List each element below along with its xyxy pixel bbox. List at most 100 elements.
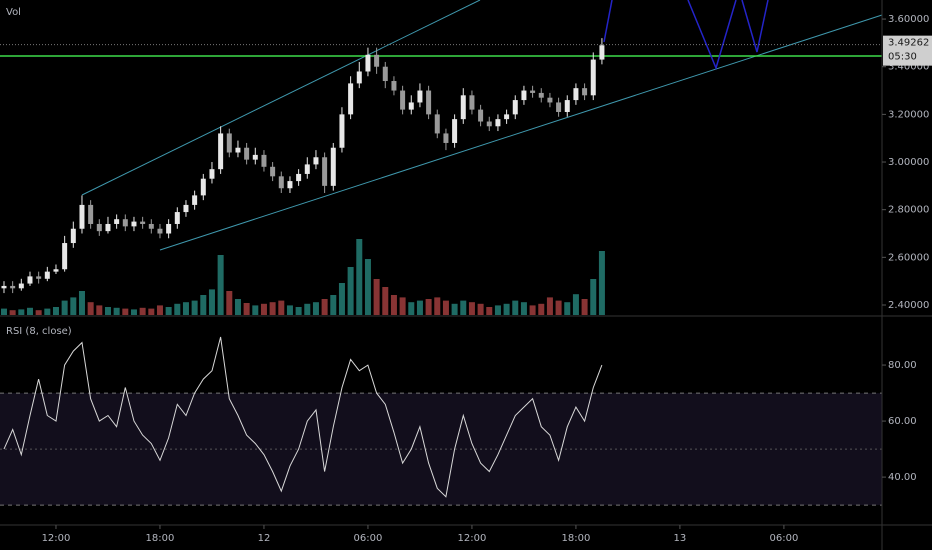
- candle-body: [70, 228, 76, 244]
- volume-bar: [122, 308, 129, 315]
- volume-bar: [555, 300, 562, 315]
- volume-bar: [148, 308, 155, 315]
- volume-bar: [61, 300, 68, 315]
- volume-bar: [590, 279, 597, 315]
- x-tick-label: 12:00: [42, 533, 71, 544]
- candle-body: [356, 71, 362, 84]
- candle-body: [495, 119, 501, 127]
- volume-bar: [226, 291, 233, 315]
- x-tick-label: 06:00: [769, 533, 798, 544]
- volume-bar: [191, 300, 198, 315]
- y-tick-label: 3.20000: [888, 109, 929, 120]
- candle-body: [530, 90, 536, 93]
- volume-bar: [295, 307, 302, 315]
- candle-body: [244, 147, 250, 160]
- candle-body: [478, 109, 484, 122]
- volume-bar: [434, 297, 441, 315]
- candle-body: [114, 219, 120, 224]
- y-tick-label: 2.60000: [888, 252, 929, 263]
- volume-bar: [442, 300, 449, 315]
- candle-body: [96, 223, 102, 232]
- volume-bar: [425, 299, 432, 315]
- volume-bar: [321, 299, 328, 315]
- rsi-band-group: [0, 392, 882, 506]
- volume-bar: [9, 310, 16, 315]
- volume-bar: [44, 308, 51, 315]
- candle-body: [174, 212, 180, 224]
- x-tick-label: 13: [674, 533, 687, 544]
- rsi-line: [3, 336, 603, 498]
- volume-bar: [70, 297, 77, 315]
- candle-body: [79, 204, 85, 229]
- candle-body: [590, 59, 596, 96]
- volume-bar: [451, 303, 458, 315]
- y-tick-label: 2.40000: [888, 300, 929, 311]
- candle-body: [521, 90, 527, 101]
- candle-body: [348, 83, 354, 115]
- candle-body: [330, 147, 336, 186]
- candle-body: [270, 166, 276, 177]
- candle-body: [200, 178, 206, 196]
- volume-bar: [26, 307, 33, 315]
- volume-bar: [460, 300, 467, 315]
- candle-body: [434, 114, 440, 134]
- candle-body: [452, 119, 458, 143]
- candle-body: [382, 66, 388, 82]
- volume-bar: [200, 295, 207, 315]
- candle-body: [235, 147, 241, 153]
- volume-bar: [156, 305, 163, 315]
- y-tick-label: 60.00: [888, 416, 917, 427]
- candle-body: [408, 102, 414, 110]
- candle-body: [53, 269, 59, 272]
- y-tick-label: 40.00: [888, 472, 917, 483]
- x-tick-label: 12: [258, 533, 271, 544]
- volume-bar: [286, 305, 293, 315]
- volume-bar: [364, 259, 371, 315]
- candle-body: [287, 181, 293, 189]
- candle-body: [547, 97, 553, 103]
- volume-bar: [564, 302, 571, 315]
- candle-body: [460, 95, 466, 120]
- candle-body: [183, 204, 189, 213]
- volume-bar: [529, 305, 536, 315]
- candle-body: [391, 81, 397, 91]
- volume-bar: [494, 305, 501, 315]
- candle-body: [400, 90, 406, 110]
- candle-body: [105, 223, 111, 232]
- candle-body: [374, 54, 380, 67]
- channel-upper: [81, 0, 481, 196]
- candle-body: [417, 90, 423, 103]
- y-tick-label: 3.00000: [888, 157, 929, 168]
- candle-body: [18, 283, 24, 289]
- volume-bar: [399, 297, 406, 315]
- volume-bar: [174, 303, 181, 315]
- candle-body: [88, 204, 94, 224]
- volume-bar: [486, 307, 493, 315]
- candle-body: [261, 154, 267, 167]
- candle-body: [218, 133, 224, 170]
- volume-bar: [468, 302, 475, 315]
- volume-bar: [312, 302, 319, 315]
- candle-body: [426, 90, 432, 115]
- volume-bar: [538, 303, 545, 315]
- candle-body: [443, 133, 449, 143]
- volume-bar: [96, 305, 103, 315]
- candle-body: [556, 102, 562, 112]
- volume-bar: [347, 267, 354, 315]
- volume-bar: [113, 307, 120, 315]
- volume-bar: [234, 299, 241, 315]
- volume-bar: [139, 307, 146, 315]
- volume-bar: [278, 300, 285, 315]
- candle-body: [365, 54, 371, 72]
- volume-title: Vol: [6, 7, 21, 18]
- volume-bar: [503, 303, 510, 315]
- candle-body: [1, 285, 7, 289]
- candle-body: [322, 157, 328, 186]
- candle-body: [122, 219, 128, 227]
- zigzag: [603, 0, 613, 43]
- candle-body: [131, 221, 137, 227]
- volume-bar: [572, 294, 579, 315]
- candle-body: [62, 243, 68, 270]
- candle-body: [148, 223, 154, 229]
- candle-body: [36, 276, 42, 279]
